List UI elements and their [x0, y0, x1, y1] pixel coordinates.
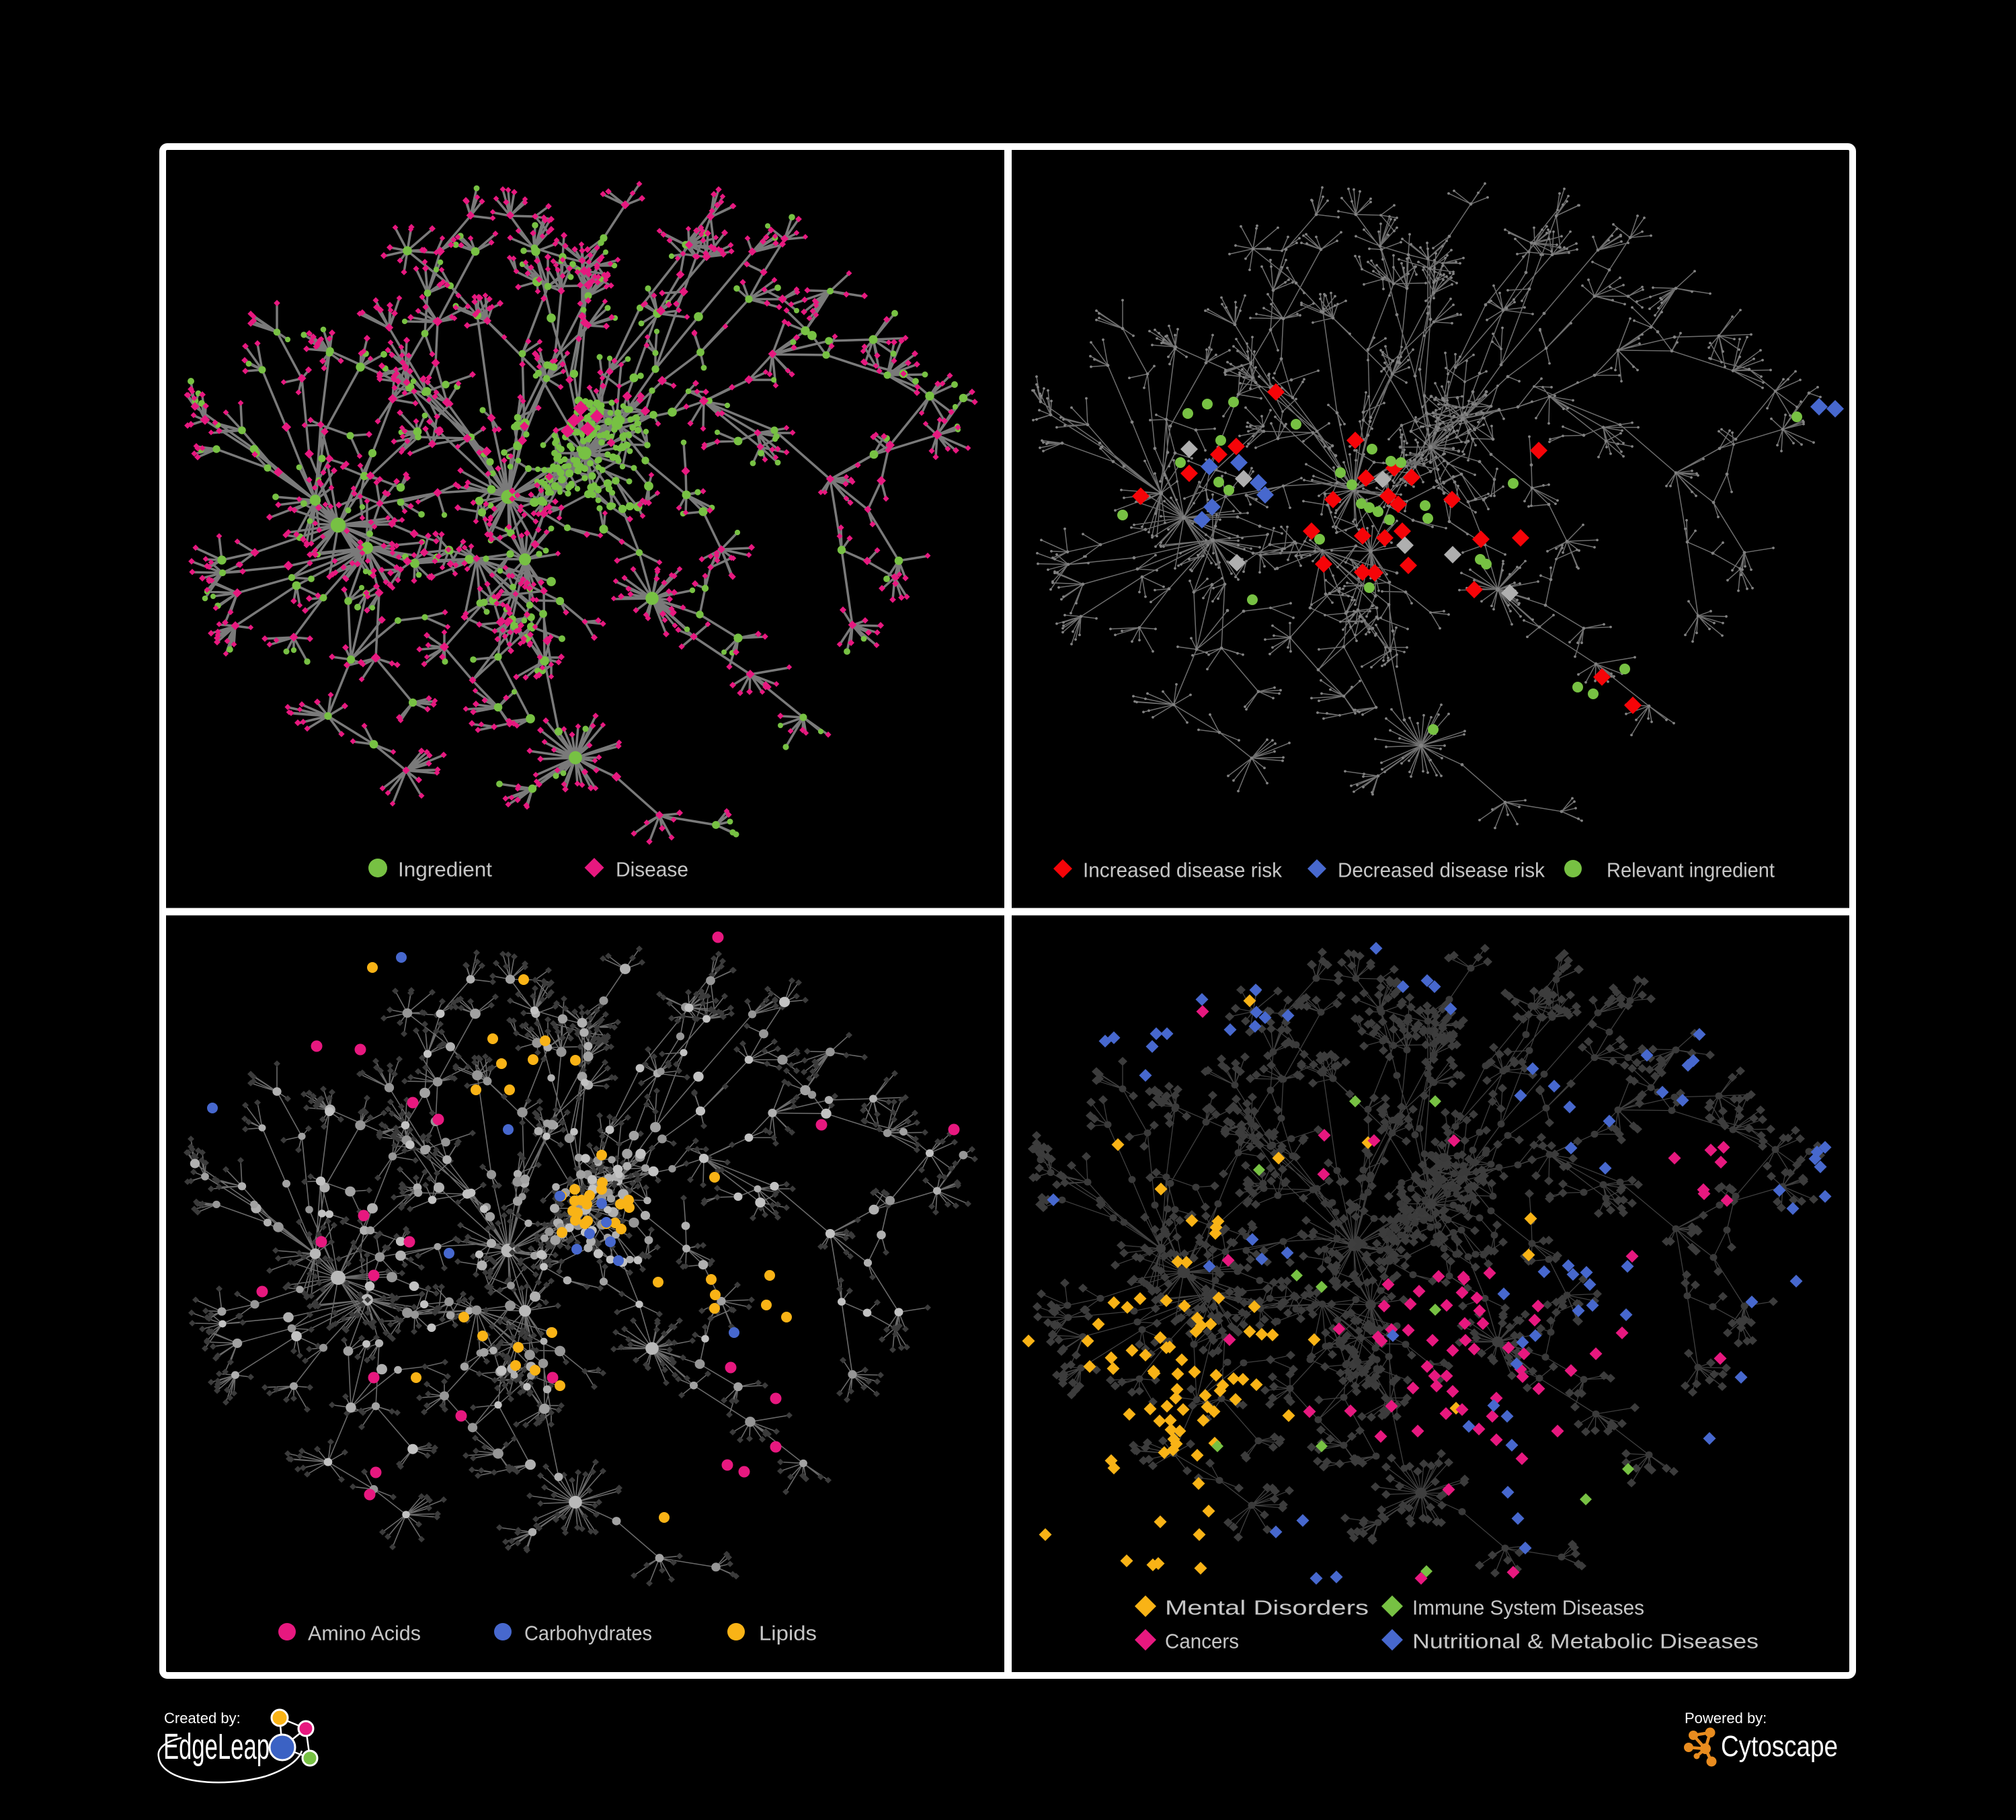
svg-text:Increased disease risk: Increased disease risk: [1083, 859, 1282, 882]
svg-text:Ingredient: Ingredient: [398, 858, 492, 881]
svg-text:Disease: Disease: [616, 858, 688, 881]
svg-text:Amino Acids: Amino Acids: [308, 1622, 421, 1645]
svg-text:Cytoscape: Cytoscape: [1721, 1730, 1838, 1763]
svg-text:Decreased disease risk: Decreased disease risk: [1338, 859, 1545, 882]
svg-text:Nutritional & Metabolic Diseas: Nutritional & Metabolic Diseases: [1412, 1630, 1759, 1653]
svg-text:Created by:: Created by:: [164, 1710, 241, 1727]
svg-text:EdgeLeap: EdgeLeap: [163, 1727, 270, 1767]
svg-text:Mental Disorders: Mental Disorders: [1165, 1596, 1369, 1620]
svg-text:Powered by:: Powered by:: [1685, 1710, 1767, 1727]
svg-text:Lipids: Lipids: [759, 1622, 817, 1645]
svg-text:Carbohydrates: Carbohydrates: [524, 1622, 652, 1645]
svg-text:Relevant ingredient: Relevant ingredient: [1607, 859, 1775, 882]
svg-text:Immune System Diseases: Immune System Diseases: [1412, 1596, 1644, 1620]
svg-text:Cancers: Cancers: [1165, 1630, 1239, 1653]
